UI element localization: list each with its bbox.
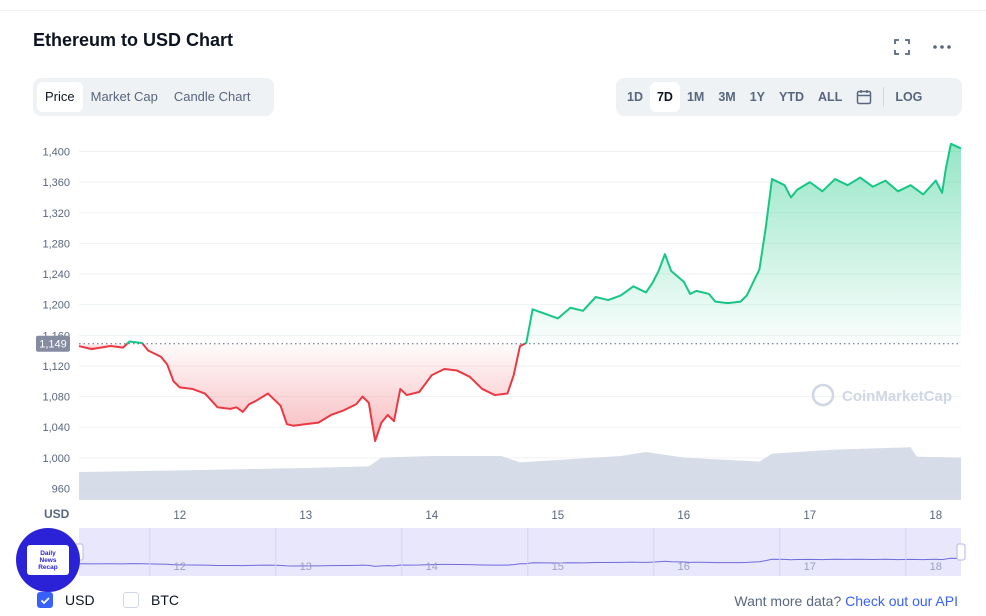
- btc-label: BTC: [151, 592, 179, 608]
- checkbox-box: [123, 592, 139, 608]
- tab-market-cap[interactable]: Market Cap: [90, 89, 158, 104]
- x-axis: 12 13 14 15 16 17 18: [173, 510, 942, 522]
- x-tick-label: 17: [803, 510, 816, 522]
- coinmarketcap-logo-icon: [811, 383, 835, 407]
- price-area-up: [524, 143, 961, 344]
- y-tick-label: 1,240: [42, 269, 70, 281]
- navigator-tick-label: 12: [174, 561, 186, 573]
- y-tick-label: 1,360: [42, 177, 70, 189]
- y-tick-label: 1,320: [42, 208, 70, 220]
- baseline-badge: [36, 335, 70, 352]
- volume-shape: [79, 447, 961, 500]
- navigator-tick-label: 16: [678, 561, 690, 573]
- baseline: 1,149: [36, 335, 961, 352]
- news-icon: Daily News Recap: [27, 545, 69, 575]
- navigator-line: [78, 557, 962, 567]
- daily-news-recap-badge[interactable]: Daily News Recap: [16, 528, 80, 592]
- navigator-tick-label: 18: [930, 561, 942, 573]
- x-tick-label: 16: [677, 510, 690, 522]
- y-tick-label: 1,040: [42, 422, 70, 434]
- chart-type-tabs: Price Market Cap Candle Chart: [33, 78, 274, 116]
- y-tick-label: 1,080: [42, 392, 70, 404]
- calendar-icon[interactable]: [849, 82, 879, 112]
- top-divider: [0, 10, 986, 11]
- volume-area: [79, 447, 961, 500]
- navigator-tick-label: 15: [552, 561, 564, 573]
- fullscreen-icon[interactable]: [891, 36, 913, 58]
- y-tick-label: 1,200: [42, 300, 70, 312]
- navigator-tick-label: 17: [804, 561, 816, 573]
- navigator-handle-right: [956, 543, 966, 561]
- price-chart: 9601,0001,0401,0801,1201,1601,2001,2401,…: [36, 142, 966, 576]
- navigator-tick-label: 13: [300, 561, 312, 573]
- tab-price[interactable]: Price: [37, 82, 83, 112]
- usd-checkbox[interactable]: USD: [37, 592, 95, 608]
- x-tick-label: 15: [551, 510, 564, 522]
- range-tabs: 1D 7D 1M 3M 1Y YTD ALL LOG: [616, 78, 962, 116]
- more-horizontal-icon[interactable]: [931, 36, 953, 58]
- chart-title: Ethereum to USD Chart: [33, 30, 234, 50]
- watermark-text: CoinMarketCap: [842, 388, 952, 405]
- price-line-down: [141, 342, 526, 443]
- btc-checkbox[interactable]: BTC: [123, 592, 179, 608]
- price-line-down: [78, 343, 128, 351]
- navigator-tick-label: 14: [426, 561, 438, 573]
- y-axis-unit: USD: [44, 507, 70, 521]
- range-1y[interactable]: 1Y: [749, 90, 766, 104]
- usd-label: USD: [65, 592, 95, 608]
- watermark: CoinMarketCap: [811, 383, 952, 407]
- y-tick-label: 1,280: [42, 238, 70, 250]
- price-area-down: [142, 343, 525, 442]
- badge-line-2: News: [39, 556, 57, 564]
- range-all[interactable]: ALL: [818, 90, 843, 104]
- x-tick-label: 18: [929, 510, 942, 522]
- badge-line-3: Recap: [38, 563, 58, 571]
- range-1d[interactable]: 1D: [627, 90, 643, 104]
- range-1m[interactable]: 1M: [686, 90, 705, 104]
- y-axis: 9601,0001,0401,0801,1201,1601,2001,2401,…: [42, 146, 70, 495]
- range-3m[interactable]: 3M: [718, 90, 736, 104]
- log-toggle[interactable]: LOG: [895, 90, 923, 104]
- api-link[interactable]: Check out our API: [845, 593, 958, 609]
- x-tick-label: 14: [425, 510, 438, 522]
- check-icon: [37, 592, 53, 608]
- navigator-bg: [79, 528, 961, 576]
- api-promo: Want more data? Check out our API: [734, 593, 958, 609]
- range-7d[interactable]: 7D: [649, 82, 680, 112]
- x-tick-label: 13: [299, 510, 312, 522]
- y-tick-label: 1,000: [42, 453, 70, 465]
- y-tick-label: 1,120: [42, 361, 70, 373]
- range-ytd[interactable]: YTD: [779, 90, 805, 104]
- y-tick-label: 960: [52, 484, 70, 496]
- x-tick-label: 12: [173, 510, 186, 522]
- tabs-divider: [883, 87, 885, 107]
- api-text: Want more data?: [734, 593, 846, 609]
- baseline-label: 1,149: [39, 339, 67, 351]
- y-tick-label: 1,400: [42, 146, 70, 158]
- price-line: [78, 142, 962, 443]
- navigator[interactable]: 12 13 14 15 16 17 18: [74, 528, 966, 576]
- badge-line-1: Daily: [40, 549, 56, 557]
- price-line-up: [524, 142, 962, 345]
- tab-candle-chart[interactable]: Candle Chart: [173, 89, 251, 104]
